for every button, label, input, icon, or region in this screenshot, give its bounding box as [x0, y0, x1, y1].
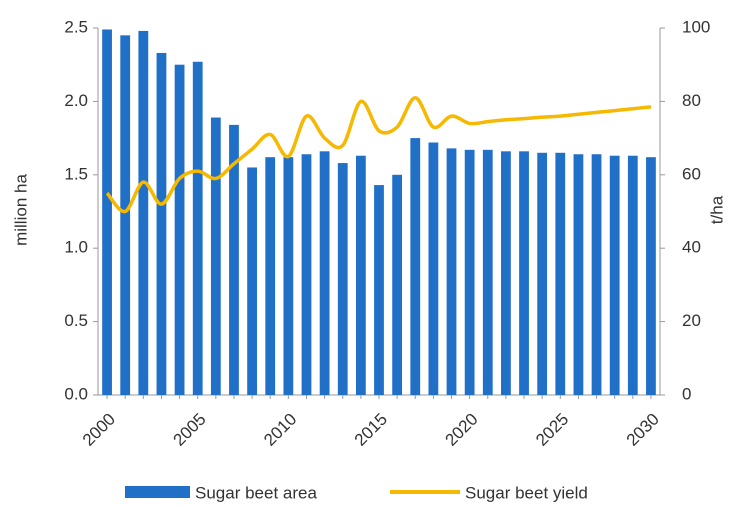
bar: [301, 154, 312, 395]
bar: [247, 167, 257, 395]
y2-tick-label: 40: [682, 238, 701, 257]
bar: [337, 163, 348, 395]
bar: [319, 151, 330, 395]
y-tick-label: 1.5: [64, 164, 88, 183]
bar: [410, 138, 421, 395]
bar: [265, 157, 276, 395]
x-tick-label: 2010: [260, 410, 300, 450]
bar: [555, 152, 566, 395]
y2-tick-label: 80: [682, 91, 701, 110]
y-tick-label: 0.5: [64, 311, 88, 330]
x-tick-label: 2020: [441, 410, 481, 450]
y-tick-label: 1.0: [64, 238, 88, 257]
bar: [446, 148, 457, 395]
bar: [355, 155, 366, 395]
y-tick-label: 2.0: [64, 91, 88, 110]
bar: [156, 52, 167, 396]
y-tick-label: 2.5: [64, 17, 88, 36]
bar: [464, 149, 475, 395]
bar: [428, 142, 439, 395]
line: [105, 95, 652, 214]
bar: [174, 64, 185, 395]
bar: [482, 149, 493, 395]
y-axis-label: million ha: [11, 174, 30, 246]
y-tick-label: 0.0: [64, 384, 88, 403]
legend-label: Sugar beet area: [195, 483, 317, 502]
bar: [210, 117, 221, 395]
legend-swatch: [125, 486, 190, 498]
x-tick-label: 2015: [351, 410, 391, 450]
bar: [192, 61, 203, 395]
y2-tick-label: 100: [682, 17, 710, 36]
y2-tick-label: 0: [682, 384, 691, 403]
y2-axis-label: t/ha: [707, 195, 726, 224]
bar: [374, 185, 384, 395]
x-tick-label: 2030: [623, 410, 663, 450]
legend-label: Sugar beet yield: [465, 483, 588, 502]
x-tick-label: 2025: [532, 410, 572, 450]
bar: [392, 174, 403, 395]
bar: [519, 151, 529, 395]
bar: [138, 30, 149, 395]
bar: [627, 155, 638, 395]
bar: [646, 157, 656, 395]
x-tick-label: 2005: [170, 410, 210, 450]
bar: [102, 29, 112, 396]
bar: [229, 124, 239, 395]
bar: [573, 154, 584, 395]
bar: [283, 157, 294, 395]
x-tick-label: 2000: [79, 410, 119, 450]
bar: [609, 155, 620, 395]
bar: [501, 151, 511, 395]
y2-tick-label: 60: [682, 164, 701, 183]
bar: [537, 152, 548, 395]
y2-tick-label: 20: [682, 311, 701, 330]
bar: [120, 35, 131, 396]
bar: [591, 154, 602, 395]
